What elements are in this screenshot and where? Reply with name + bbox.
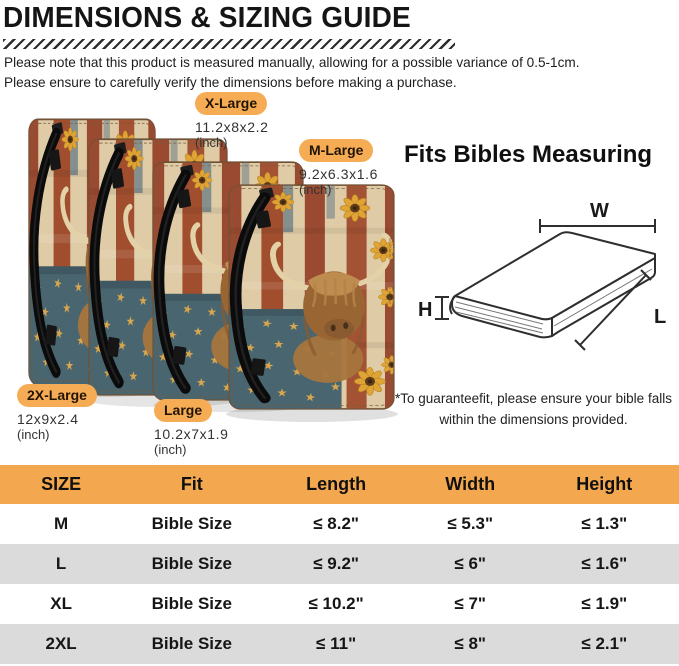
label-2xlarge: 2X-Large 12x9x2.4 (inch) xyxy=(17,384,97,443)
measurement-note-line2: Please ensure to carefully verify the di… xyxy=(4,75,457,90)
unit-2xlarge: (inch) xyxy=(17,427,50,443)
diagram-l-label: L xyxy=(654,306,666,328)
table-header-row: SIZE Fit Length Width Height xyxy=(0,465,679,504)
cell-size: 2XL xyxy=(45,634,77,653)
fit-footnote-line1: *To guaranteefit, please ensure your bib… xyxy=(395,391,672,406)
cell-length: ≤ 8.2" xyxy=(313,514,359,533)
table-row-l: L Bible Size ≤ 9.2" ≤ 6" ≤ 1.6" xyxy=(0,544,679,584)
cell-length: ≤ 9.2" xyxy=(313,554,359,573)
cell-size: XL xyxy=(50,594,72,613)
cell-width: ≤ 8" xyxy=(454,634,486,653)
cell-height: ≤ 2.1" xyxy=(581,634,628,653)
dims-2xlarge: 12x9x2.4 xyxy=(17,411,79,428)
badge-xlarge: X-Large xyxy=(195,92,268,116)
unit-large: (inch) xyxy=(154,442,187,458)
table-row-xl: XL Bible Size ≤ 10.2" ≤ 7" ≤ 1.9" xyxy=(0,584,679,624)
unit-mlarge: (inch) xyxy=(299,182,332,198)
hatch-divider xyxy=(3,39,455,49)
dims-mlarge: 9.2x6.3x1.6 xyxy=(299,166,378,183)
size-table: SIZE Fit Length Width Height M Bible Siz… xyxy=(0,465,679,664)
cell-height: ≤ 1.6" xyxy=(581,554,628,573)
measurement-note: Please note that this product is measure… xyxy=(4,53,580,93)
badge-large: Large xyxy=(154,399,213,423)
dims-xlarge: 11.2x8x2.2 xyxy=(195,119,269,136)
unit-xlarge: (inch) xyxy=(195,135,228,151)
col-header-height: Height xyxy=(576,474,633,494)
col-header-length: Length xyxy=(306,474,367,494)
cell-fit: Bible Size xyxy=(151,514,232,533)
col-header-width: Width xyxy=(445,474,496,494)
cell-fit: Bible Size xyxy=(151,554,232,573)
table-row-m: M Bible Size ≤ 8.2" ≤ 5.3" ≤ 1.3" xyxy=(0,504,679,544)
diagram-w-label: W xyxy=(590,200,609,222)
badge-mlarge: M-Large xyxy=(299,139,374,163)
table-row-2xl: 2XL Bible Size ≤ 11" ≤ 8" ≤ 2.1" xyxy=(0,624,679,664)
page-title: DIMENSIONS & SIZING GUIDE xyxy=(3,1,411,34)
label-mlarge: M-Large 9.2x6.3x1.6 (inch) xyxy=(299,139,378,198)
cell-width: ≤ 6" xyxy=(454,554,486,573)
cell-height: ≤ 1.3" xyxy=(581,514,628,533)
cell-length: ≤ 10.2" xyxy=(308,594,364,613)
cell-width: ≤ 7" xyxy=(454,594,486,613)
fits-heading: Fits Bibles Measuring xyxy=(404,141,653,168)
cell-fit: Bible Size xyxy=(151,634,232,653)
measurement-note-line1: Please note that this product is measure… xyxy=(4,55,580,70)
cell-height: ≤ 1.9" xyxy=(581,594,628,613)
cell-size: M xyxy=(54,514,69,533)
fit-footnote: *To guaranteefit, please ensure your bib… xyxy=(388,388,679,430)
cell-size: L xyxy=(55,554,67,573)
badge-2xlarge: 2X-Large xyxy=(17,384,97,408)
fit-footnote-line2: within the dimensions provided. xyxy=(439,412,628,427)
label-xlarge: X-Large 11.2x8x2.2 (inch) xyxy=(195,92,268,151)
cell-length: ≤ 11" xyxy=(316,634,357,653)
cell-fit: Bible Size xyxy=(151,594,232,613)
cell-width: ≤ 5.3" xyxy=(447,514,494,533)
col-header-size: SIZE xyxy=(41,474,82,494)
diagram-h-label: H xyxy=(418,299,432,321)
bible-measure-diagram: W H L xyxy=(418,200,666,351)
dims-large: 10.2x7x1.9 xyxy=(154,426,229,443)
label-large: Large 10.2x7x1.9 (inch) xyxy=(154,399,229,458)
col-header-fit: Fit xyxy=(180,474,203,494)
cover-mlarge xyxy=(228,184,400,410)
